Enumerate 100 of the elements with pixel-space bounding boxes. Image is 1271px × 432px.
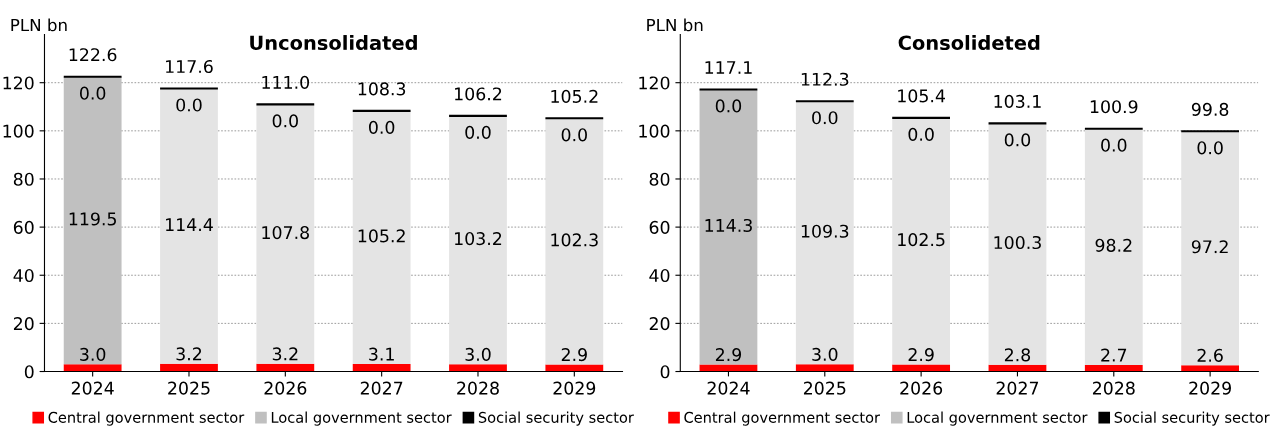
bar [449,115,507,365]
total-label: 122.6 [69,48,117,62]
data-label: 103.2 [455,232,502,246]
data-label: 0.0 [176,98,202,112]
data-label: 105.2 [358,229,405,243]
x-tick-label: 2025 [168,381,210,395]
legend-label: Social security sector [1114,411,1270,426]
legend-label: Central government sector [684,411,880,426]
total-label: 99.8 [1191,102,1229,116]
data-label: 3.2 [176,347,202,361]
x-tick-label: 2026 [264,381,307,395]
data-label: 3.0 [812,347,838,361]
data-label: 114.4 [166,218,213,231]
x-tick-label: 2029 [553,381,596,395]
bar [1084,128,1143,366]
total-label: 100.9 [1090,100,1138,114]
y-tick-label: 0 [24,365,34,379]
data-label: 2.9 [561,348,587,362]
total-label: 112.3 [801,72,849,86]
y-tick-label: 0 [660,365,670,379]
y-tick-label: 100 [639,124,670,138]
data-label: 102.3 [551,233,598,247]
bar [352,364,411,372]
x-tick-label: 2027 [360,381,403,395]
bar [699,89,758,365]
bar [545,118,604,365]
data-label: 0.0 [1101,138,1127,152]
y-tick-label: 60 [13,220,34,234]
data-label: 102.5 [898,233,945,247]
data-label: 2.9 [908,348,934,362]
data-label: 3.0 [465,347,491,361]
total-label: 105.2 [551,89,598,103]
data-label: 119.5 [69,212,116,226]
bar [1181,131,1240,366]
data-label: 2.6 [1197,348,1223,362]
data-label: 2.8 [1004,348,1031,362]
total-label: 105.4 [898,89,945,103]
data-label: 114.3 [705,218,752,233]
total-label: 103.1 [994,94,1041,108]
bar [795,364,854,372]
total-label: 108.3 [358,82,406,96]
x-tick-label: 2024 [707,381,750,395]
total-label: 117.1 [705,61,752,74]
data-label: 0.0 [1004,133,1031,147]
data-label: 0.0 [908,127,934,141]
total-label: 111.0 [262,75,310,89]
data-label: 98.2 [1095,238,1132,252]
data-label: 0.0 [79,86,106,100]
total-label: 117.6 [166,59,213,74]
x-tick-label: 2029 [1189,381,1231,395]
data-label: 100.3 [994,235,1041,250]
data-label: 0.0 [812,111,838,125]
y-axis-title: PLN bn [11,18,67,32]
legend-label: Central government sector [48,411,245,426]
y-tick-label: 20 [649,317,670,331]
x-tick-label: 2026 [900,381,943,395]
bar [256,104,315,364]
data-label: 109.3 [801,224,849,238]
y-axis-title: PLN bn [647,18,703,32]
data-label: 0.0 [272,114,298,128]
x-tick-label: 2025 [803,381,846,395]
legend-label: Local government sector [907,411,1088,426]
x-tick-label: 2024 [71,381,114,395]
data-label: 2.9 [715,348,742,362]
bar [63,364,122,372]
data-label: 97.2 [1191,240,1228,254]
data-label: 0.0 [561,128,587,142]
bar [1181,365,1240,372]
data-label: 3.1 [369,347,394,361]
x-tick-label: 2028 [457,381,499,395]
data-label: 2.7 [1101,348,1127,362]
y-tick-label: 120 [639,76,670,90]
data-label: 3.2 [272,347,298,361]
bar [160,363,218,372]
data-label: 0.0 [1197,141,1223,155]
bar [256,363,315,372]
y-tick-label: 40 [13,268,34,283]
data-label: 107.8 [262,225,309,240]
y-tick-label: 80 [649,172,670,186]
bar [352,110,411,365]
y-tick-label: 20 [13,317,34,331]
bar [988,123,1047,365]
x-tick-label: 2027 [996,381,1039,395]
bar [160,88,218,364]
y-tick-label: 100 [3,124,34,138]
chart-title: Unconsolidated [250,35,417,51]
y-tick-label: 120 [3,76,34,90]
data-label: 0.0 [465,125,491,139]
data-label: 0.0 [715,99,742,113]
bar [795,101,854,365]
legend-label: Social security sector [478,411,634,426]
y-tick-label: 60 [649,220,670,234]
total-label: 106.2 [455,87,502,101]
bar [63,76,122,365]
legend-label: Local government sector [271,411,452,426]
data-label: 3.0 [80,347,106,361]
y-tick-label: 80 [13,172,34,186]
y-tick-label: 40 [649,268,670,283]
bar [1084,365,1143,372]
x-tick-label: 2028 [1092,381,1135,395]
